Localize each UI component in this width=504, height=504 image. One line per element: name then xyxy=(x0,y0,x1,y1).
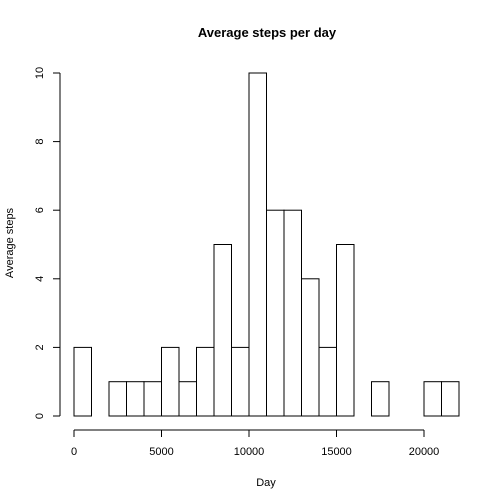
y-tick-label: 4 xyxy=(34,276,46,282)
histogram-bar xyxy=(162,347,180,416)
histogram-bar xyxy=(144,382,162,416)
histogram-bar xyxy=(302,279,320,416)
y-tick-label: 10 xyxy=(34,67,46,79)
x-axis-label: Day xyxy=(256,477,276,489)
y-tick-label: 0 xyxy=(34,413,46,419)
histogram-bar xyxy=(197,347,215,416)
histogram-bar xyxy=(319,347,337,416)
x-tick-label: 10000 xyxy=(234,446,265,458)
y-tick-label: 6 xyxy=(34,207,46,213)
histogram-bar xyxy=(267,210,285,416)
histogram-bar xyxy=(232,347,250,416)
x-tick-label: 0 xyxy=(71,446,77,458)
y-axis: 0 2 4 6 8 10 xyxy=(34,67,60,419)
x-axis: 0 5000 10000 15000 20000 xyxy=(71,430,439,458)
histogram-bar xyxy=(284,210,302,416)
histogram-bar xyxy=(424,382,442,416)
y-tick-label: 8 xyxy=(34,139,46,145)
histogram-bar xyxy=(249,73,267,416)
histogram-bar xyxy=(337,245,355,417)
y-tick-label: 2 xyxy=(34,344,46,350)
x-tick-label: 5000 xyxy=(149,446,173,458)
histogram-bar xyxy=(372,382,390,416)
y-axis-label: Average steps xyxy=(4,207,16,278)
x-tick-label: 20000 xyxy=(409,446,440,458)
histogram-bar xyxy=(179,382,197,416)
histogram-bar xyxy=(109,382,127,416)
chart-title: Average steps per day xyxy=(198,25,337,40)
histogram-bar xyxy=(127,382,145,416)
x-tick-label: 15000 xyxy=(321,446,352,458)
histogram-bar xyxy=(214,245,232,417)
bars-group xyxy=(74,73,459,416)
histogram-bar xyxy=(74,347,92,416)
histogram-bar xyxy=(442,382,460,416)
